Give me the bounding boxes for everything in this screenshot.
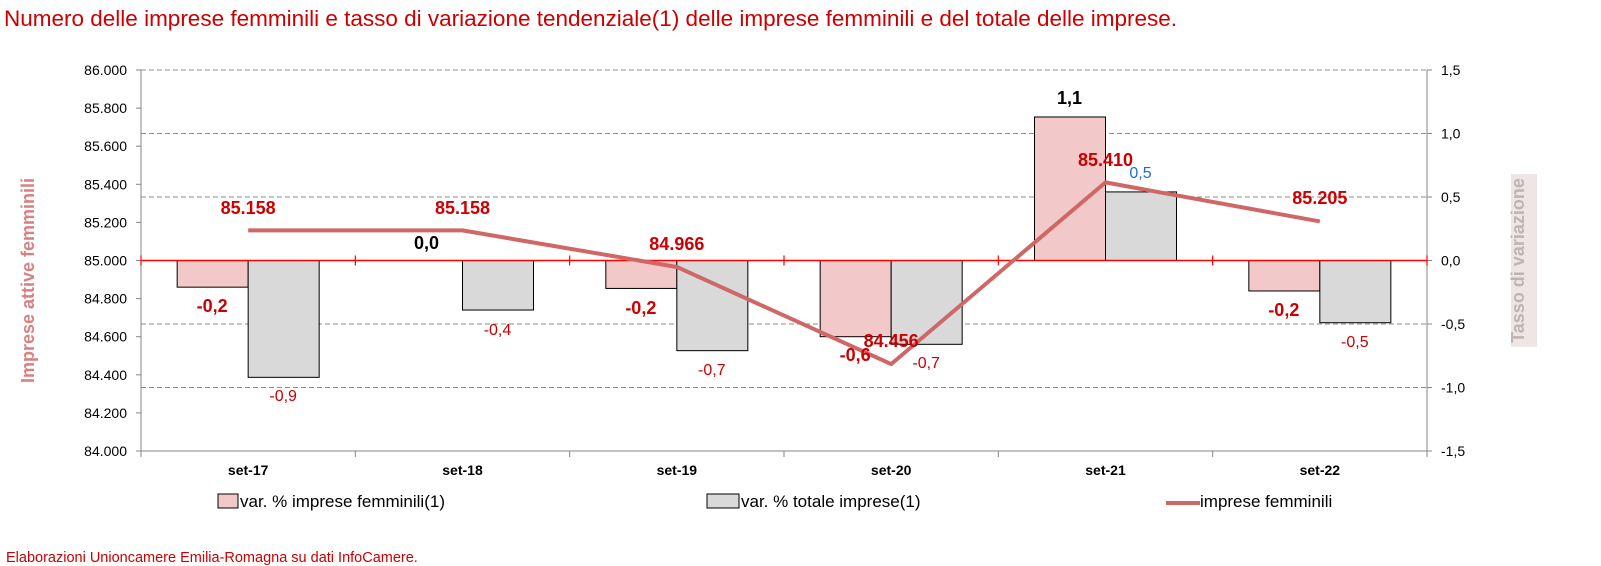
data-label: -0,9 [269, 388, 297, 405]
y-right-tick-label: 1,5 [1441, 62, 1461, 78]
data-labels-layer: -0,2 0,0 -0,2 -0,6 1,1 -0,2 -0,9 -0,4 -0,7 -0,7 0,… [197, 88, 1369, 405]
line-imprese-femminili [248, 180, 1321, 367]
bar-imprese-femminili [176, 260, 249, 288]
y-left-tick-label: 84.000 [84, 443, 127, 459]
y-left-tick-label: 85.800 [84, 100, 127, 116]
data-label: 85.158 [221, 198, 276, 218]
x-tick-label: set-21 [1085, 462, 1126, 478]
bar-totale-imprese [1319, 260, 1392, 324]
legend-label-line: imprese femminili [1200, 492, 1332, 511]
y-left-tick-label: 85.600 [84, 138, 127, 154]
y-left-tick-label: 84.600 [84, 329, 127, 345]
y-right-axis-title-bg [1511, 174, 1537, 347]
x-tick-label: set-18 [442, 462, 483, 478]
y-right-tick-label: -0,5 [1441, 316, 1465, 332]
data-label: 84.966 [649, 234, 704, 254]
data-label: 84.456 [864, 331, 919, 351]
data-label: 85.410 [1078, 150, 1133, 170]
bar-totale-imprese [676, 260, 749, 352]
legend-label-totale: var. % totale imprese(1) [741, 492, 921, 511]
y-left-tick-label: 84.400 [84, 367, 127, 383]
data-label: -0,2 [197, 296, 228, 316]
data-label: 0,5 [1129, 165, 1151, 182]
legend-swatch-femminili [217, 493, 239, 509]
bar-imprese-femminili [819, 260, 892, 338]
bar-imprese-femminili [1034, 116, 1106, 261]
data-label: 1,1 [1057, 88, 1082, 108]
data-label: -0,4 [484, 322, 512, 339]
data-label: -0,2 [625, 298, 656, 318]
bar-totale-imprese [247, 260, 320, 378]
y-left-tick-label: 84.200 [84, 405, 127, 421]
y-right-tick-label: 1,0 [1441, 126, 1461, 142]
x-tick-label: set-20 [871, 462, 912, 478]
bars-layer [176, 116, 1392, 378]
data-label: -0,5 [1341, 334, 1369, 351]
source-note: Elaborazioni Unioncamere Emilia-Romagna … [6, 550, 418, 566]
data-label: 85.158 [435, 198, 490, 218]
y-left-tick-label: 85.200 [84, 214, 127, 230]
data-label: -0,6 [840, 345, 871, 365]
data-label: 0,0 [414, 233, 439, 253]
legend-swatch-totale [706, 493, 740, 509]
legend-label-femminili: var. % imprese femminili(1) [240, 492, 445, 511]
y-left-tick-label: 86.000 [84, 62, 127, 78]
y-right-tick-label: 0,0 [1441, 253, 1461, 269]
y-right-tick-label: -1,0 [1441, 380, 1465, 396]
x-tick-label: set-17 [228, 462, 269, 478]
data-label: -0,2 [1268, 300, 1299, 320]
y-left-tick-label: 85.400 [84, 176, 127, 192]
y-right-tick-label: 0,5 [1441, 189, 1461, 205]
chart-title: Numero delle imprese femminili e tasso d… [4, 6, 1178, 31]
y-left-tick-label: 85.000 [84, 253, 127, 269]
x-tick-label: set-19 [657, 462, 698, 478]
data-label: -0,7 [912, 355, 940, 372]
bar-imprese-femminili [1248, 260, 1321, 292]
y-right-axis-title: Tasso di variazione [1508, 178, 1528, 343]
y-left-axis-title: Imprese attive femminili [18, 178, 38, 383]
line-layer [248, 180, 1321, 367]
data-label: -0,7 [698, 362, 726, 379]
y-left-tick-label: 84.800 [84, 291, 127, 307]
data-label: 85.205 [1292, 188, 1347, 208]
bar-totale-imprese [1105, 191, 1177, 261]
axes-layer: 84.000 84.200 84.400 84.600 84.800 85.000 85.2… [18, 62, 1537, 478]
legend: var. % imprese femminili(1) var. % totale… [217, 492, 1332, 511]
y-right-tick-label: -1,5 [1441, 443, 1465, 459]
bar-totale-imprese [462, 260, 534, 311]
x-tick-label: set-22 [1300, 462, 1341, 478]
